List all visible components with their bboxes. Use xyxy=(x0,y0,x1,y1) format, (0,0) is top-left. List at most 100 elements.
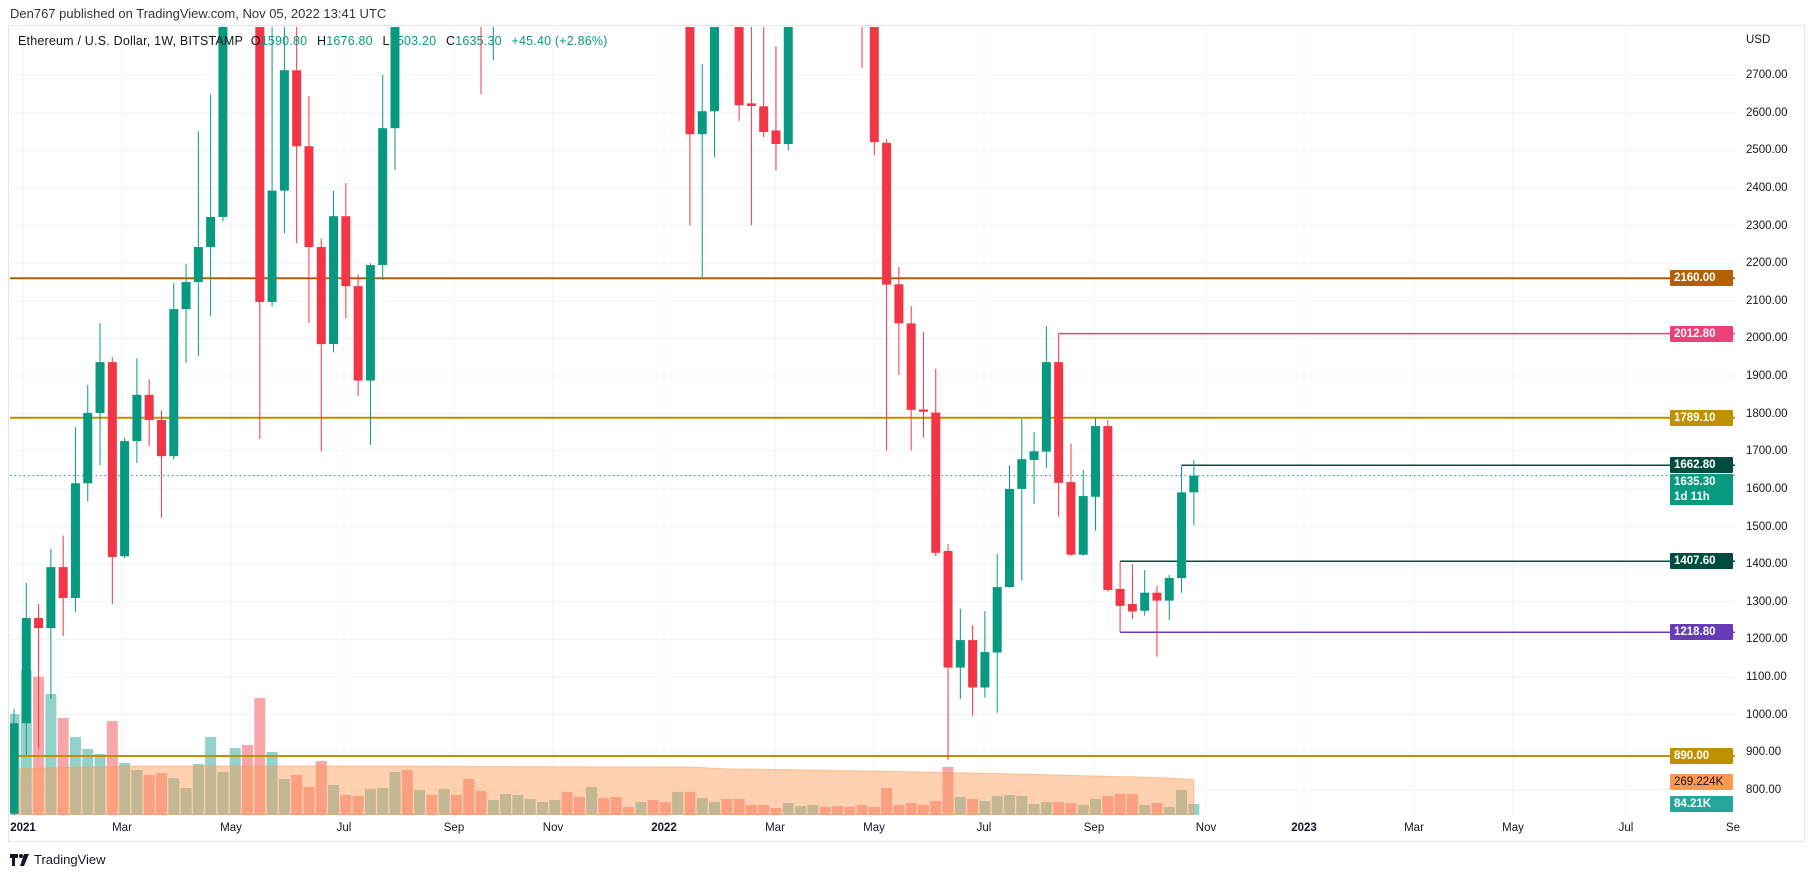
candle-body xyxy=(353,286,363,381)
candle xyxy=(365,263,375,445)
candle xyxy=(869,27,879,156)
candle xyxy=(1103,420,1113,592)
volume-bar xyxy=(401,770,413,815)
candle-body xyxy=(46,567,56,629)
volume-bar xyxy=(930,801,942,815)
volume-bar xyxy=(721,798,733,815)
candle xyxy=(943,544,953,761)
candle xyxy=(329,190,339,353)
candle xyxy=(83,385,93,502)
open-label: O xyxy=(250,34,261,48)
volume-bar xyxy=(131,770,143,815)
candle xyxy=(734,27,744,122)
volume-bar xyxy=(893,805,905,815)
candle xyxy=(931,368,941,556)
candle-body xyxy=(1054,362,1064,483)
candle xyxy=(292,27,302,244)
volume-bar xyxy=(217,771,229,815)
close-label: C xyxy=(445,34,456,48)
candle-body xyxy=(1041,362,1051,452)
candle xyxy=(304,95,314,324)
candle xyxy=(58,535,68,636)
candle xyxy=(992,553,1002,713)
volume-bar xyxy=(1102,796,1114,815)
volume-bar xyxy=(1077,805,1089,815)
volume-bar xyxy=(364,788,376,815)
volume-bar xyxy=(536,801,548,815)
volume-bar xyxy=(967,798,979,815)
price-tick-label: 1200.00 xyxy=(1746,633,1788,646)
volume-bar xyxy=(733,798,745,815)
volume-ma-area xyxy=(13,765,1195,815)
horizontal-levels[interactable] xyxy=(10,277,1735,757)
candle-body xyxy=(304,146,314,248)
candle-body xyxy=(746,103,756,106)
candle-body xyxy=(918,409,928,412)
volume-bar xyxy=(586,786,598,815)
candle-body xyxy=(869,27,879,143)
candle xyxy=(218,27,228,222)
symbol-name: Ethereum / U.S. Dollar, 1W, BITSTAMP xyxy=(18,34,244,48)
candle-body xyxy=(992,587,1002,653)
candle-body xyxy=(279,70,289,191)
volume-bar xyxy=(844,806,856,815)
volume-bar xyxy=(819,806,831,815)
candle-body xyxy=(107,362,117,557)
candle-body xyxy=(292,70,302,147)
price-tick-label: 2400.00 xyxy=(1746,181,1788,194)
candle-body xyxy=(759,106,769,132)
time-tick-label: Jul xyxy=(336,822,352,834)
candle-body xyxy=(1017,459,1027,489)
time-tick-label: Mar xyxy=(765,822,785,834)
candle xyxy=(107,357,117,604)
currency-label[interactable]: USD xyxy=(1746,34,1771,46)
volume-bar xyxy=(573,796,585,815)
price-tick-label: 1600.00 xyxy=(1746,482,1788,495)
volume-bar xyxy=(745,805,757,815)
candle-body xyxy=(120,441,130,557)
candle-body xyxy=(181,282,191,310)
time-tick-label: Mar xyxy=(1404,822,1424,834)
candle xyxy=(710,27,720,158)
candle-body xyxy=(21,617,31,724)
candles xyxy=(10,0,1199,815)
candle xyxy=(722,0,731,7)
candle xyxy=(46,549,56,699)
last-price-value: 1635.30 xyxy=(1674,476,1716,489)
candle xyxy=(906,306,916,451)
volume-bar xyxy=(328,785,340,815)
candle-body xyxy=(83,412,93,484)
candle-body xyxy=(206,216,216,248)
volume-bar xyxy=(438,788,450,815)
candle xyxy=(918,332,928,438)
symbol-legend[interactable]: Ethereum / U.S. Dollar, 1W, BITSTAMP O15… xyxy=(18,34,614,48)
candle xyxy=(120,438,130,559)
time-tick-label: May xyxy=(1502,822,1524,834)
volume-bar xyxy=(180,788,192,815)
volume-bar xyxy=(1016,796,1028,815)
level-price-label: 2160.00 xyxy=(1670,270,1733,287)
candle-body xyxy=(34,617,44,629)
time-tick-label: Jul xyxy=(1618,822,1634,834)
time-tick-label: 2023 xyxy=(1291,822,1317,834)
volume-bar xyxy=(881,788,893,815)
volume-bar xyxy=(389,771,401,815)
level-price-label: 890.00 xyxy=(1670,747,1733,764)
chart-frame xyxy=(8,25,1805,842)
volume-bar xyxy=(610,796,622,815)
candle xyxy=(193,131,203,357)
volume-bar xyxy=(623,806,634,815)
volume-bar xyxy=(315,761,327,815)
volume-bar xyxy=(1028,803,1040,815)
open-value: 1590.80 xyxy=(260,34,308,48)
candle xyxy=(1115,561,1125,633)
candle xyxy=(861,27,863,68)
level-price-label: 1662.80 xyxy=(1670,457,1733,474)
candle xyxy=(980,611,990,698)
time-tick-label: Mar xyxy=(112,822,132,834)
candle-body xyxy=(796,0,805,15)
published-caption: Den767 published on TradingView.com, Nov… xyxy=(10,6,387,21)
volume-bar xyxy=(82,748,94,815)
price-tick-label: 2500.00 xyxy=(1746,144,1788,157)
